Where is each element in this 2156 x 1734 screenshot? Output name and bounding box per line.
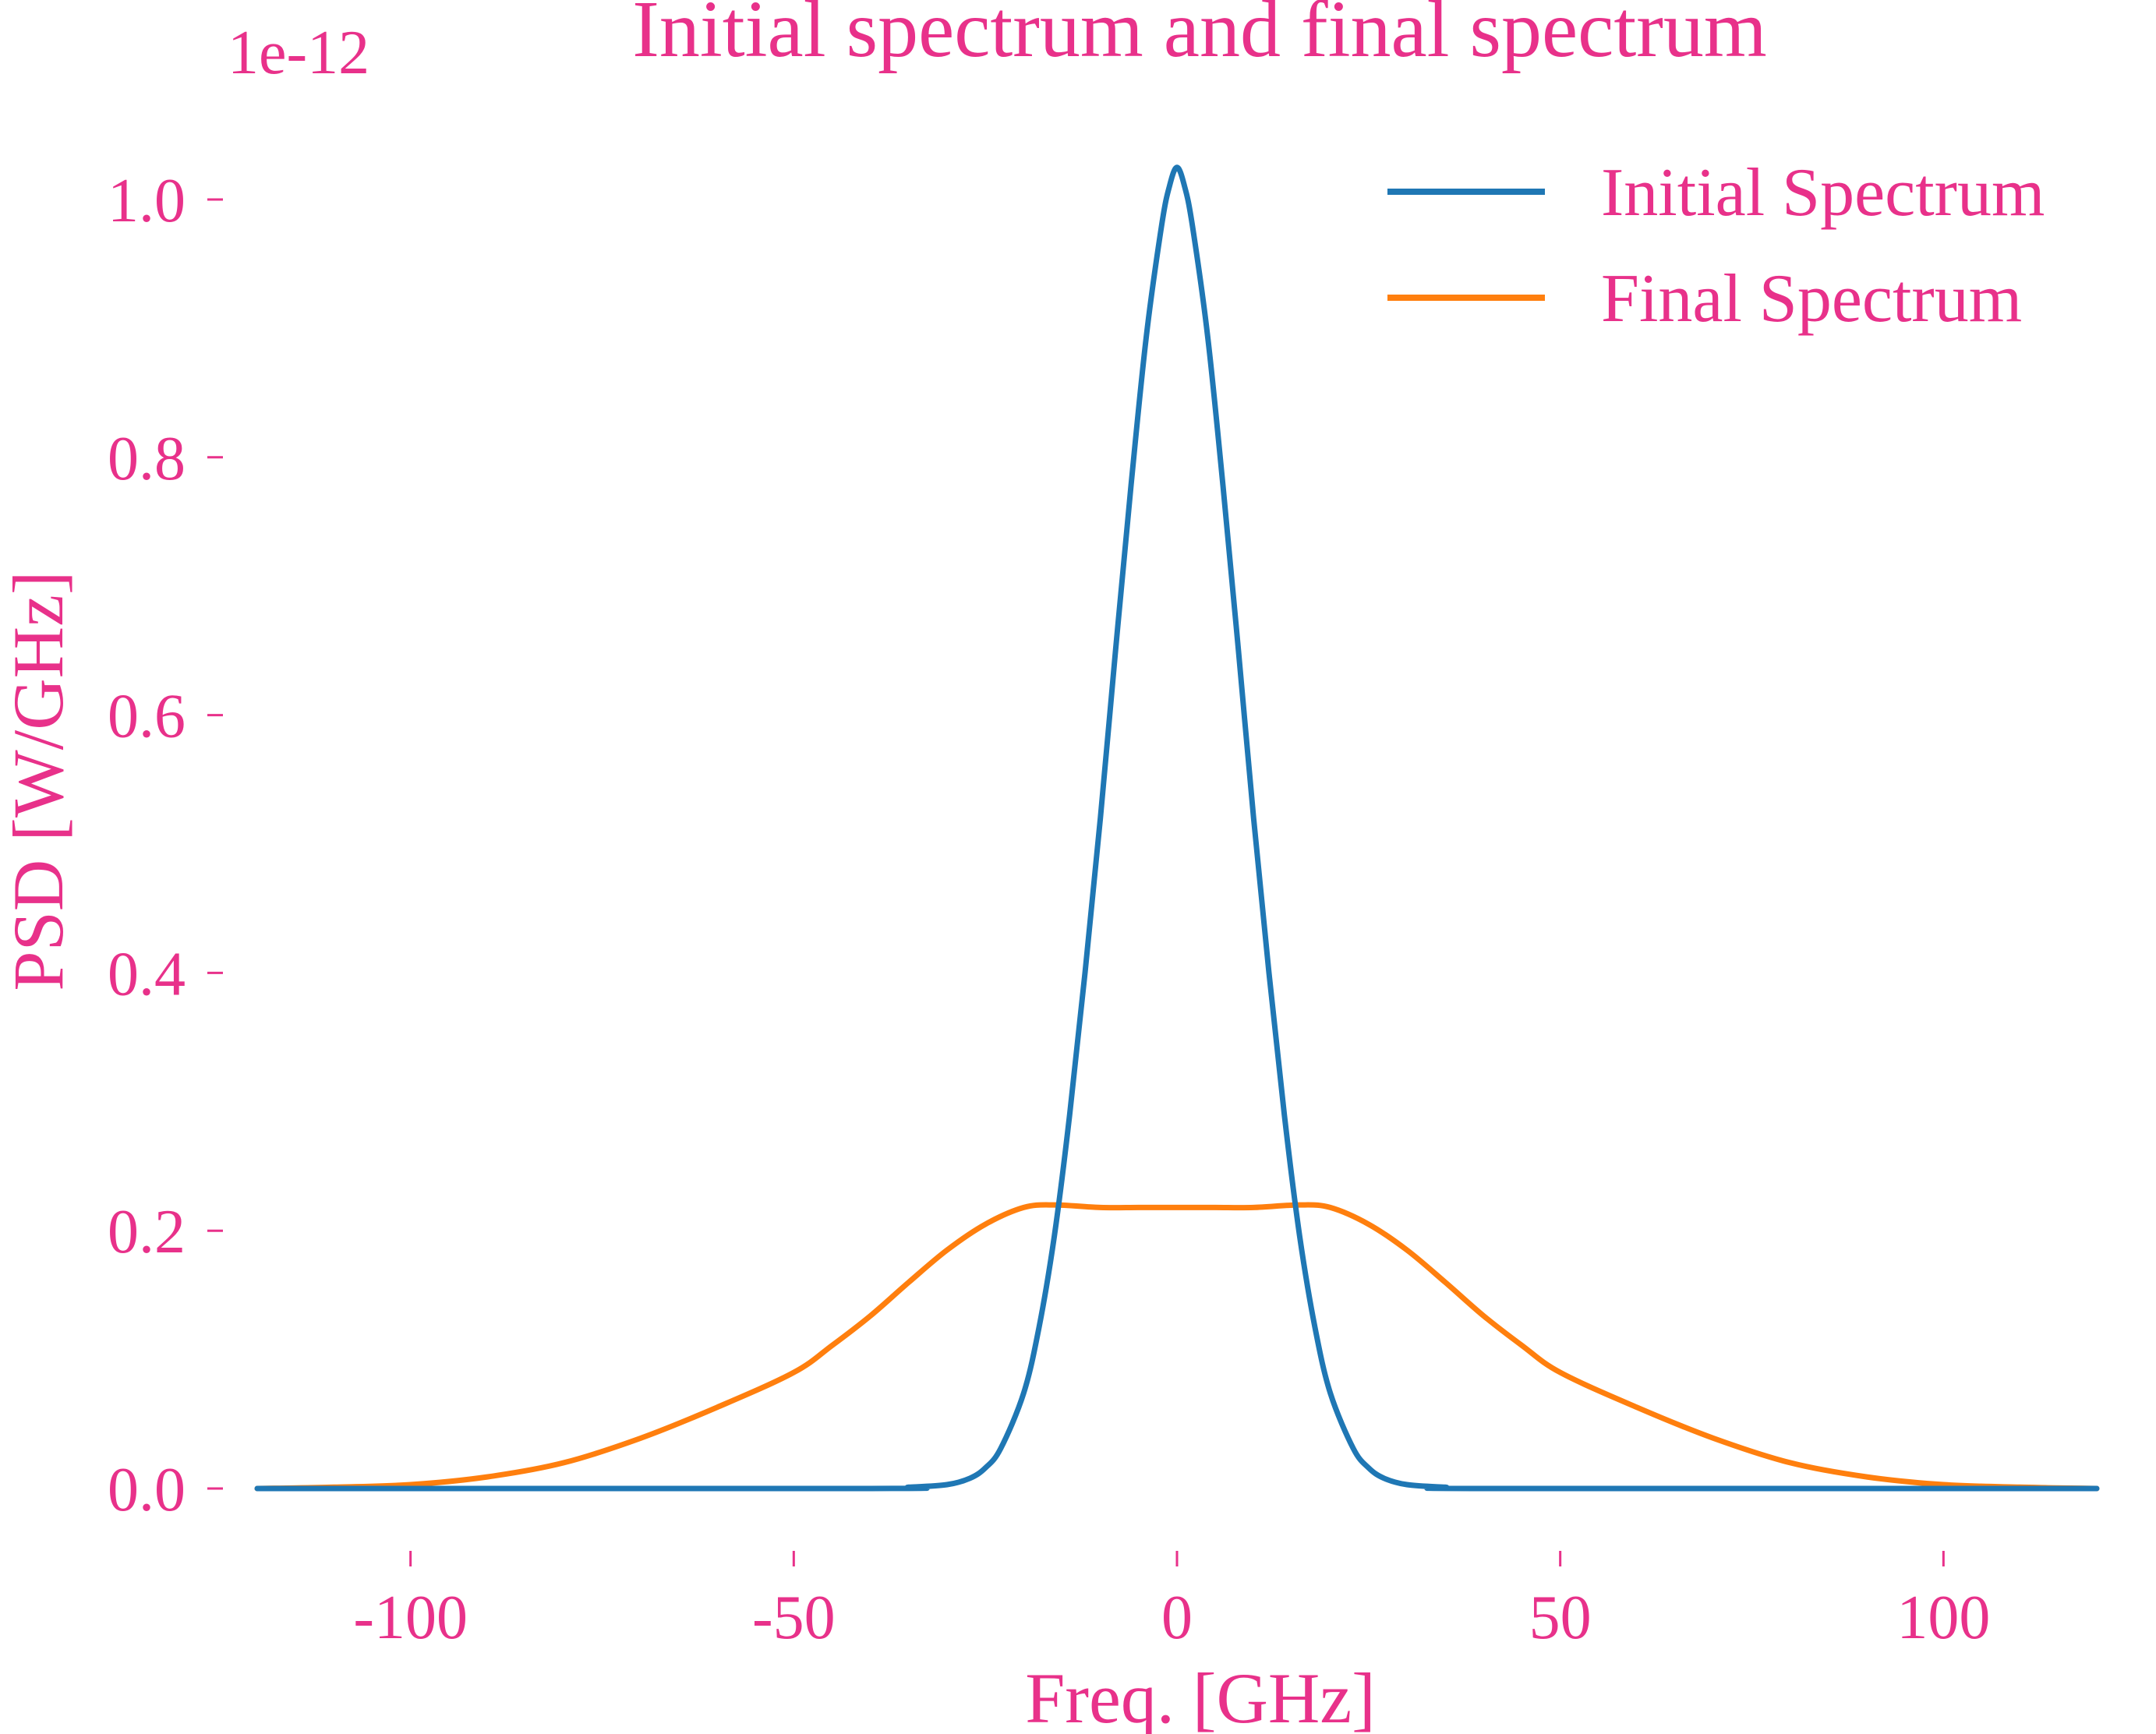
chart-title: Initial spectrum and final spectrum	[632, 0, 1767, 74]
y-tick-label: 0.2	[108, 1198, 186, 1266]
y-axis-ticks: 0.0 0.2 0.4 0.6 0.8 1.0	[108, 167, 223, 1524]
x-tick-label: -50	[752, 1584, 836, 1652]
legend-label-initial: Initial Spectrum	[1601, 155, 2045, 231]
y-axis-label: PSD [W/GHz]	[0, 570, 78, 991]
x-tick-label: 50	[1529, 1584, 1592, 1652]
series-line-final	[254, 1202, 2100, 1492]
y-tick-label: 1.0	[108, 167, 186, 235]
y-tick-label: 0.6	[108, 683, 186, 751]
y-tick-label: 0.8	[108, 425, 186, 493]
legend: Initial Spectrum Final Spectrum	[1387, 155, 2045, 337]
x-tick-label: -100	[353, 1584, 468, 1652]
series-line-initial	[254, 164, 2100, 1492]
x-tick-label: 0	[1161, 1584, 1193, 1652]
y-tick-label: 0.0	[108, 1456, 186, 1524]
x-axis-ticks: -100 -50 0 50 100	[353, 1551, 1990, 1652]
x-tick-label: 100	[1896, 1584, 1990, 1652]
legend-label-final: Final Spectrum	[1601, 261, 2022, 337]
y-tick-label: 0.4	[108, 940, 186, 1008]
plot-series	[254, 164, 2100, 1492]
y-offset-label: 1e-12	[228, 19, 369, 87]
x-axis-label: Freq. [GHz]	[1025, 1658, 1376, 1734]
